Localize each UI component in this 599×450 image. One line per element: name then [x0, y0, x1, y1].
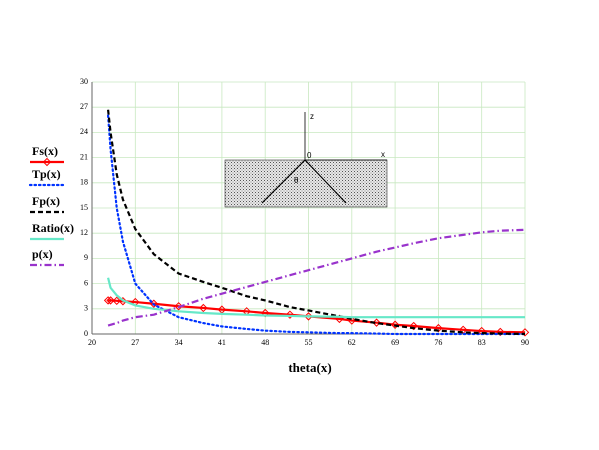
inset-ray [304, 159, 347, 204]
y-tick-label: 6 [84, 278, 88, 287]
legend-marker [42, 157, 52, 167]
legend-label: Fp(x) [32, 194, 60, 208]
y-tick-label: 12 [80, 228, 88, 237]
y-tick-label: 3 [84, 304, 88, 313]
y-tick-label: 9 [84, 253, 88, 262]
x-tick-label: 69 [391, 338, 399, 347]
data-point [409, 321, 418, 331]
data-point [390, 320, 400, 329]
data-point [103, 296, 113, 305]
y-tick-label: 21 [80, 152, 88, 161]
data-point [106, 296, 115, 305]
inset-label: x [381, 150, 385, 159]
data-point [496, 327, 505, 337]
data-point [285, 310, 295, 319]
data-point [520, 328, 530, 337]
y-tick-label: 15 [80, 203, 88, 212]
data-point [118, 297, 128, 306]
x-tick-label: 90 [521, 338, 529, 347]
inset-diagram: z x 0 θ [224, 112, 388, 208]
y-tick-label: 18 [80, 178, 88, 187]
x-tick-label: 55 [305, 338, 313, 347]
x-tick-label: 20 [88, 338, 96, 347]
x-tick-label: 27 [131, 338, 139, 347]
data-point [112, 296, 121, 306]
series-line [107, 277, 525, 319]
y-tick-label: 24 [80, 127, 88, 136]
inset-label: z [310, 112, 314, 121]
inset-label: θ [294, 176, 299, 185]
x-axis-label: theta(x) [288, 360, 331, 375]
series-line [108, 299, 526, 334]
data-point [372, 318, 381, 327]
data-point [304, 312, 313, 321]
y-tick-label: 27 [80, 102, 88, 111]
legend-label: Tp(x) [32, 167, 61, 181]
data-point [174, 302, 183, 311]
legend-label: Ratio(x) [32, 221, 74, 235]
x-tick-label: 83 [478, 338, 486, 347]
y-tick-label: 0 [84, 329, 88, 338]
inset-label: 0 [307, 151, 312, 160]
legend-label: p(x) [32, 247, 53, 261]
legend-label: Fs(x) [32, 144, 58, 158]
x-tick-label: 62 [348, 338, 356, 347]
plot [103, 109, 530, 337]
inset-box [224, 159, 388, 208]
x-tick-label: 76 [434, 338, 442, 347]
y-tick-label: 30 [80, 77, 88, 86]
series-line [106, 109, 526, 336]
x-tick-label: 41 [218, 338, 226, 347]
x-tick-label: 48 [261, 338, 269, 347]
series-line [107, 228, 526, 327]
series-line [106, 114, 527, 336]
inset-ray [261, 159, 306, 204]
x-tick-label: 34 [175, 338, 183, 347]
data-point [199, 303, 208, 313]
